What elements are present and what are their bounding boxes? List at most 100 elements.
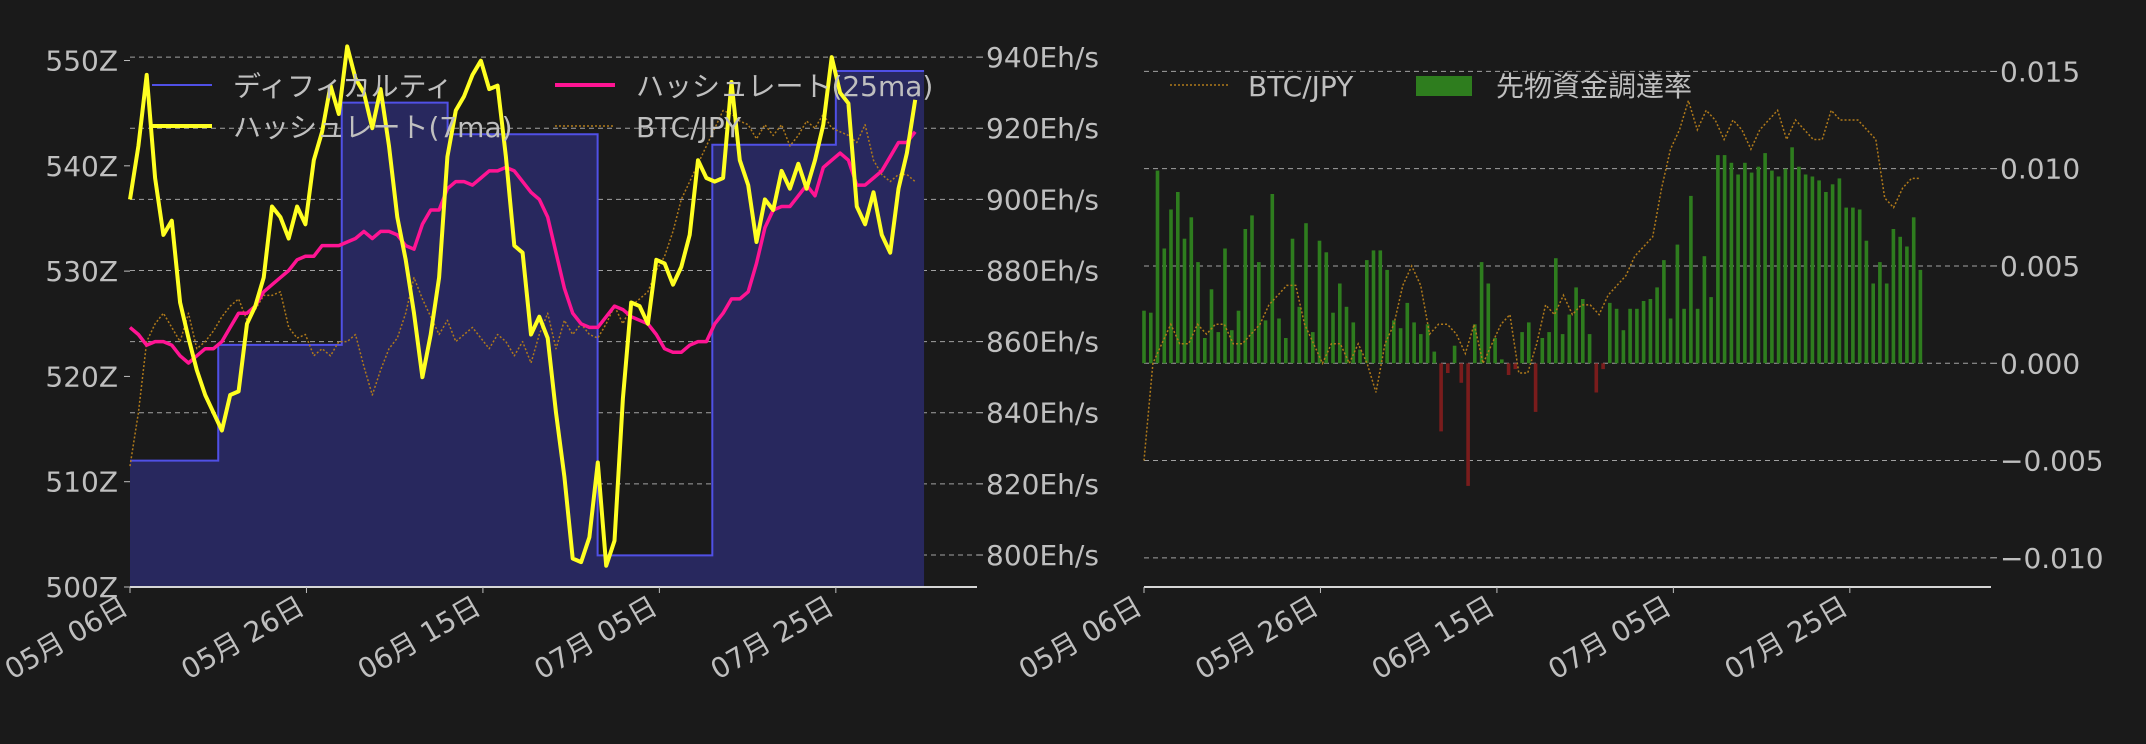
funding-rate-bar — [1385, 269, 1389, 364]
legend-label-funding-rate: 先物資金調達率 — [1496, 70, 1692, 103]
left-y-axis: 500Z 510Z 520Z 530Z 540Z 550Z — [45, 45, 130, 604]
funding-rate-bar — [1317, 240, 1322, 364]
funding-rate-bar — [1851, 207, 1855, 364]
funding-rate-bar — [1743, 162, 1747, 364]
right-y-axis: −0.010 −0.005 0.000 0.005 0.010 0.015 — [1991, 55, 2104, 575]
btcjpy-line — [1143, 98, 1921, 461]
funding-rate-bar — [1419, 334, 1423, 364]
funding-rate-bar — [1527, 322, 1531, 364]
difficulty-area — [130, 70, 925, 587]
funding-rate-bar — [1797, 166, 1801, 364]
funding-rate-bar — [1567, 314, 1572, 364]
y-tick-label: 840Eh/s — [986, 397, 1099, 430]
funding-rate-bar — [1176, 192, 1180, 364]
funding-rate-bar — [1203, 338, 1207, 364]
difficulty-fill — [130, 71, 925, 587]
legend-label-hashrate-7ma: ハッシュレート(7ma) — [233, 111, 513, 144]
funding-rate-bar — [1898, 236, 1902, 364]
funding-rate-bar — [1776, 176, 1781, 364]
funding-rate-bar — [1709, 297, 1713, 364]
funding-rate-bars — [1142, 147, 1923, 486]
funding-rate-bar — [1452, 345, 1457, 364]
funding-rate-bar — [1263, 320, 1268, 364]
funding-rate-bar — [1722, 155, 1727, 364]
funding-rate-bar — [1560, 334, 1565, 364]
funding-rate-bar — [1216, 332, 1221, 364]
funding-rate-bar — [1594, 363, 1599, 393]
legend-label-hashrate-25ma: ハッシュレート(25ma) — [636, 70, 933, 103]
funding-rate-bar — [1378, 250, 1383, 364]
funding-rate-bar — [1702, 256, 1707, 364]
funding-rate-bar — [1716, 155, 1720, 364]
funding-rate-bar — [1412, 322, 1416, 364]
funding-rate-bar — [1479, 262, 1484, 364]
funding-rate-bar — [1540, 338, 1545, 364]
funding-rate-bar — [1662, 260, 1666, 364]
funding-rate-bar — [1392, 320, 1396, 364]
funding-rate-bar — [1614, 308, 1619, 364]
funding-rate-bar — [1547, 332, 1551, 364]
legend-swatch-funding-rate — [1416, 76, 1472, 96]
funding-rate-bar — [1756, 166, 1761, 364]
funding-rate-bar — [1878, 262, 1882, 364]
y-tick-label: 860Eh/s — [986, 326, 1099, 359]
funding-rate-bar — [1446, 363, 1450, 373]
y-tick-label: 0.005 — [2000, 250, 2080, 283]
funding-rate-bar — [1236, 310, 1241, 364]
y-tick-label: 940Eh/s — [986, 41, 1099, 74]
funding-rate-bar — [1324, 252, 1329, 364]
difficulty-line — [130, 70, 925, 557]
funding-rate-bar — [1675, 244, 1680, 364]
y-tick-label: 520Z — [45, 360, 118, 393]
y-tick-label: 900Eh/s — [986, 183, 1099, 216]
funding-rate-bar — [1432, 351, 1437, 364]
funding-rate-bar — [1169, 209, 1173, 364]
y-tick-label: 0.010 — [2000, 153, 2080, 186]
funding-rate-bar — [1783, 168, 1788, 364]
funding-rate-bar — [1466, 363, 1470, 486]
funding-rate-bar — [1905, 246, 1909, 364]
legend-label-btcjpy: BTC/JPY — [636, 111, 742, 144]
funding-rate-bar — [1736, 174, 1740, 364]
funding-rate-bar — [1351, 322, 1356, 364]
funding-rate-bar — [1155, 170, 1160, 364]
funding-rate-bar — [1358, 349, 1362, 364]
funding-rate-bar — [1810, 176, 1815, 364]
y-tick-label: −0.005 — [2000, 445, 2104, 478]
funding-rate-bar — [1729, 162, 1734, 364]
funding-rate-bar — [1304, 223, 1308, 364]
funding-rate-bar — [1182, 238, 1187, 364]
funding-rate-bar — [1365, 260, 1369, 364]
funding-rate-bar — [1270, 194, 1275, 364]
funding-rate-bar — [1621, 330, 1626, 364]
funding-rate-bar — [1803, 174, 1808, 364]
funding-rate-bar — [1493, 338, 1497, 364]
funding-rate-bar — [1257, 262, 1261, 364]
funding-rate-bar — [1911, 217, 1916, 364]
legend-label-btcjpy: BTC/JPY — [1248, 70, 1354, 103]
funding-rate-bar — [1311, 332, 1315, 364]
funding-rate-bar — [1635, 308, 1639, 364]
funding-rate-bar — [1817, 180, 1821, 364]
funding-rate-bar — [1695, 308, 1700, 364]
funding-rate-bar — [1648, 299, 1653, 364]
funding-rate-bar — [1486, 283, 1491, 364]
funding-rate-bar — [1844, 207, 1848, 364]
funding-rate-bar — [1790, 147, 1794, 364]
funding-rate-bar — [1277, 318, 1281, 364]
funding-rate-bar — [1459, 363, 1464, 383]
funding-rate-bar — [1837, 178, 1842, 364]
funding-rate-bar — [1749, 172, 1754, 364]
y-tick-label: 500Z — [45, 571, 118, 604]
funding-rate-bar — [1628, 308, 1632, 364]
y-tick-label: 540Z — [45, 150, 118, 183]
funding-rate-bar — [1520, 332, 1524, 364]
funding-rate-bar — [1405, 302, 1410, 364]
funding-rate-bar — [1473, 324, 1477, 364]
funding-rate-bar — [1284, 338, 1288, 364]
btcjpy-line — [129, 109, 916, 467]
y-tick-label: 510Z — [45, 466, 118, 499]
y-tick-label: 550Z — [45, 45, 118, 78]
right-y-axis: 800Eh/s 820Eh/s 840Eh/s 860Eh/s 880Eh/s 900Eh… — [977, 41, 1099, 572]
funding-rate-bar — [1918, 269, 1923, 364]
